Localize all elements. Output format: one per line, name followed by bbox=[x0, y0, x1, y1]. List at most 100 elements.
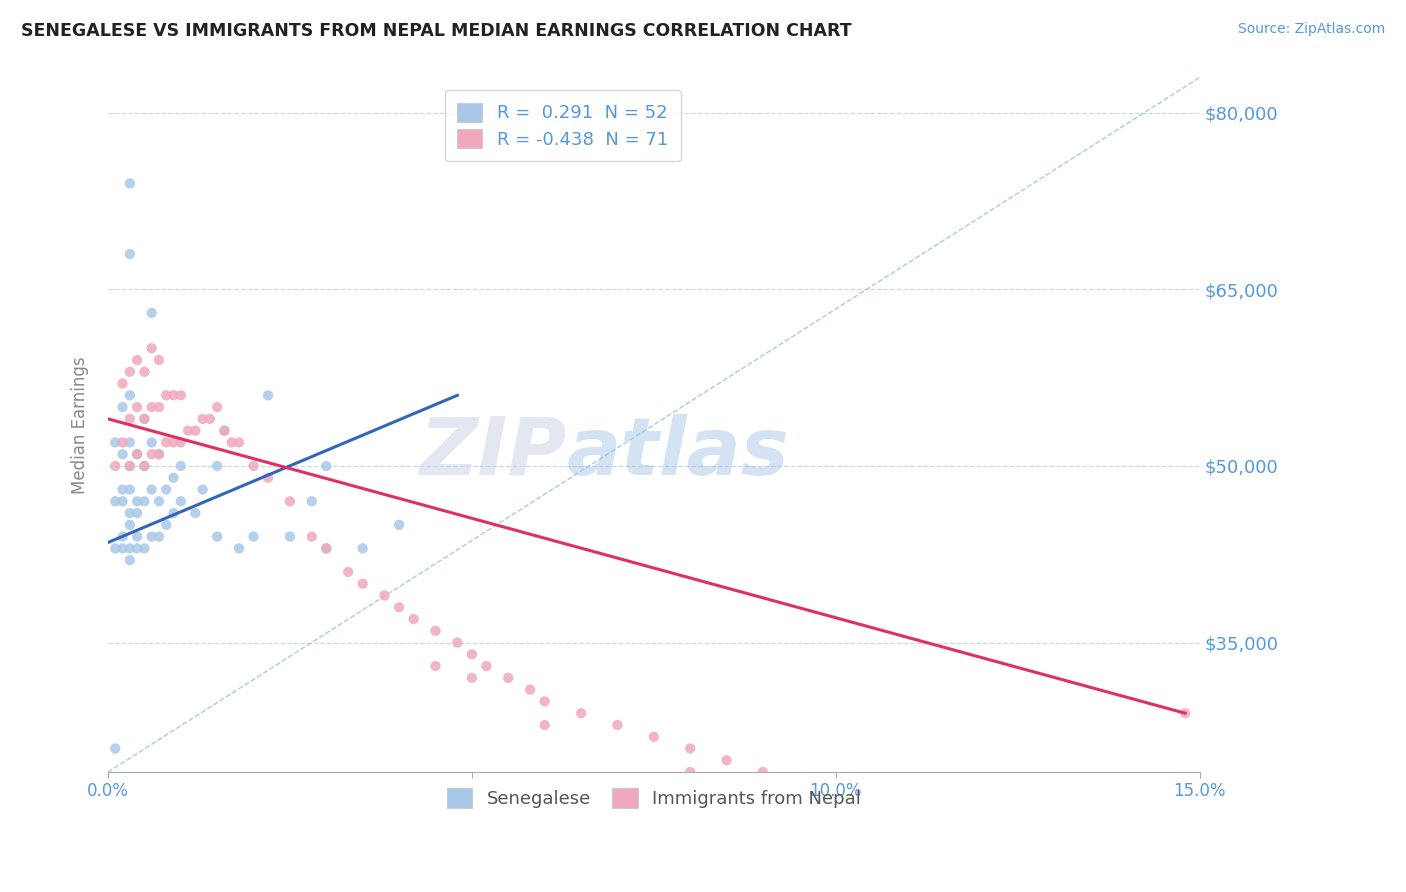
Point bbox=[118, 517, 141, 532]
Legend: Senegalese, Immigrants from Nepal: Senegalese, Immigrants from Nepal bbox=[440, 780, 868, 815]
Point bbox=[170, 388, 193, 402]
Point bbox=[679, 765, 702, 780]
Point bbox=[643, 730, 665, 744]
Point bbox=[461, 648, 484, 662]
Point bbox=[716, 753, 738, 767]
Point bbox=[1115, 847, 1137, 862]
Point bbox=[1174, 706, 1197, 721]
Point bbox=[134, 458, 156, 473]
Point bbox=[228, 541, 250, 556]
Point bbox=[388, 517, 411, 532]
Point bbox=[402, 612, 425, 626]
Point bbox=[118, 247, 141, 261]
Point bbox=[118, 365, 141, 379]
Point bbox=[1043, 836, 1066, 850]
Point bbox=[118, 483, 141, 497]
Point bbox=[177, 424, 200, 438]
Point bbox=[278, 494, 301, 508]
Point bbox=[533, 694, 555, 708]
Point bbox=[141, 400, 163, 414]
Point bbox=[228, 435, 250, 450]
Point bbox=[141, 306, 163, 320]
Point bbox=[198, 412, 221, 426]
Point bbox=[162, 435, 184, 450]
Point bbox=[170, 435, 193, 450]
Point bbox=[191, 412, 214, 426]
Point bbox=[352, 576, 374, 591]
Point bbox=[315, 458, 337, 473]
Point bbox=[569, 706, 592, 721]
Point bbox=[134, 412, 156, 426]
Point bbox=[425, 624, 447, 638]
Point bbox=[184, 506, 207, 520]
Text: SENEGALESE VS IMMIGRANTS FROM NEPAL MEDIAN EARNINGS CORRELATION CHART: SENEGALESE VS IMMIGRANTS FROM NEPAL MEDI… bbox=[21, 22, 852, 40]
Point bbox=[221, 435, 243, 450]
Point bbox=[118, 412, 141, 426]
Point bbox=[111, 400, 134, 414]
Point bbox=[127, 541, 149, 556]
Point bbox=[205, 400, 228, 414]
Point bbox=[242, 530, 264, 544]
Point bbox=[127, 530, 149, 544]
Point bbox=[519, 682, 541, 697]
Text: atlas: atlas bbox=[567, 414, 789, 491]
Point bbox=[155, 483, 177, 497]
Point bbox=[111, 435, 134, 450]
Point bbox=[162, 506, 184, 520]
Point bbox=[315, 541, 337, 556]
Point bbox=[388, 600, 411, 615]
Point bbox=[606, 718, 628, 732]
Point bbox=[205, 458, 228, 473]
Point bbox=[111, 483, 134, 497]
Point bbox=[104, 494, 127, 508]
Point bbox=[141, 530, 163, 544]
Point bbox=[141, 435, 163, 450]
Point bbox=[824, 847, 846, 862]
Point bbox=[337, 565, 360, 579]
Point bbox=[352, 541, 374, 556]
Point bbox=[118, 435, 141, 450]
Point bbox=[118, 506, 141, 520]
Point bbox=[134, 541, 156, 556]
Point bbox=[789, 777, 811, 791]
Point bbox=[170, 458, 193, 473]
Point bbox=[374, 589, 396, 603]
Point bbox=[118, 541, 141, 556]
Point bbox=[118, 388, 141, 402]
Point bbox=[148, 530, 170, 544]
Text: ZIP: ZIP bbox=[419, 414, 567, 491]
Point bbox=[111, 494, 134, 508]
Point bbox=[118, 553, 141, 567]
Point bbox=[111, 530, 134, 544]
Point bbox=[301, 494, 323, 508]
Point bbox=[111, 376, 134, 391]
Point bbox=[214, 424, 236, 438]
Point bbox=[134, 412, 156, 426]
Point bbox=[148, 400, 170, 414]
Point bbox=[257, 388, 280, 402]
Point bbox=[257, 471, 280, 485]
Point bbox=[118, 177, 141, 191]
Point bbox=[111, 447, 134, 461]
Point bbox=[752, 765, 775, 780]
Point bbox=[170, 494, 193, 508]
Point bbox=[104, 741, 127, 756]
Point bbox=[752, 812, 775, 826]
Point bbox=[155, 435, 177, 450]
Point bbox=[860, 800, 883, 814]
Point bbox=[148, 447, 170, 461]
Point bbox=[162, 388, 184, 402]
Point bbox=[134, 494, 156, 508]
Point bbox=[141, 341, 163, 355]
Point bbox=[127, 494, 149, 508]
Y-axis label: Median Earnings: Median Earnings bbox=[72, 356, 89, 493]
Point bbox=[134, 458, 156, 473]
Point bbox=[970, 824, 993, 838]
Point bbox=[127, 506, 149, 520]
Point bbox=[533, 718, 555, 732]
Point bbox=[141, 447, 163, 461]
Point bbox=[148, 494, 170, 508]
Point bbox=[134, 365, 156, 379]
Point bbox=[425, 659, 447, 673]
Text: Source: ZipAtlas.com: Source: ZipAtlas.com bbox=[1237, 22, 1385, 37]
